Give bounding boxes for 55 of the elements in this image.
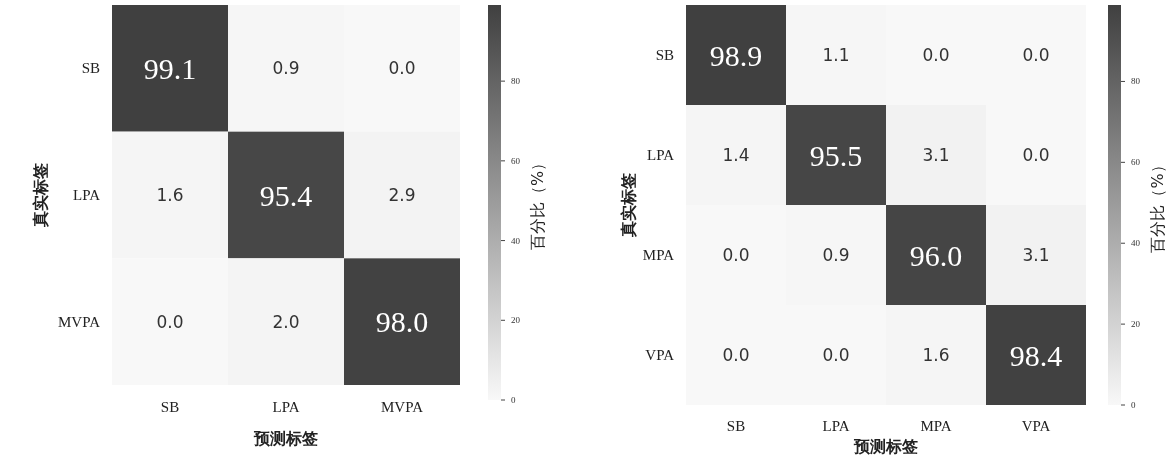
data-label: 0.0 — [1022, 45, 1050, 65]
data-label: 1.6 — [156, 185, 184, 205]
y-tick-label: SB — [81, 60, 100, 77]
data-label: 98.0 — [375, 305, 429, 339]
y-axis-title: 真实标签 — [30, 163, 50, 228]
data-label: 0.0 — [156, 311, 184, 332]
y-tick-label: LPA — [73, 187, 101, 203]
color-bar-title: 百分比（%） — [527, 154, 547, 251]
x-tick-label: LPA — [822, 418, 850, 434]
color-bar-label: 20 — [511, 315, 521, 326]
x-axis-title: 预测标签 — [853, 437, 918, 456]
data-label: 99.1 — [143, 51, 197, 85]
data-label: 2.0 — [272, 311, 300, 332]
data-label: 0.0 — [822, 345, 850, 365]
color-bar-label: 60 — [1131, 157, 1141, 168]
y-tick-label: LPA — [647, 147, 675, 163]
x-tick-label: MPA — [920, 418, 952, 434]
y-tick-label: MPA — [642, 247, 675, 263]
data-label: 1.6 — [922, 345, 950, 365]
data-label: 98.4 — [1009, 338, 1063, 372]
x-tick-label: SB — [160, 399, 180, 415]
data-label: 2.9 — [388, 185, 416, 205]
x-tick-label: SB — [726, 418, 746, 434]
y-tick-label: MVPA — [58, 313, 101, 330]
data-label: 98.9 — [709, 38, 763, 72]
color-bar-label: 80 — [1131, 76, 1141, 87]
x-tick-label: LPA — [272, 399, 300, 415]
data-label: 0.0 — [1022, 145, 1050, 165]
color-bar-label: 0 — [511, 395, 516, 405]
x-tick-label: VPA — [1021, 418, 1051, 434]
data-label: 0.9 — [822, 245, 850, 265]
data-label: 0.0 — [388, 58, 416, 79]
data-label: 1.4 — [722, 145, 750, 165]
y-tick-label: VPA — [645, 347, 675, 363]
data-label: 0.0 — [722, 245, 750, 265]
color-bar-label: 40 — [511, 235, 521, 246]
color-bar-label: 0 — [1131, 400, 1136, 410]
data-label: 96.0 — [909, 238, 963, 272]
data-label: 3.1 — [1022, 245, 1050, 265]
x-axis-title: 预测标签 — [253, 429, 318, 448]
data-label: 0.0 — [922, 45, 950, 65]
data-label: 95.5 — [809, 138, 863, 172]
x-tick-label: MVPA — [381, 399, 424, 415]
y-axis-title: 真实标签 — [618, 173, 638, 238]
color-bar-label: 80 — [511, 76, 521, 87]
data-label: 1.1 — [822, 45, 850, 65]
data-label: 95.4 — [259, 178, 313, 212]
data-label: 0.9 — [272, 58, 300, 79]
color-bar-label: 60 — [511, 155, 521, 166]
data-label: 3.1 — [922, 145, 950, 165]
y-tick-label: SB — [655, 47, 674, 63]
data-label: 0.0 — [722, 345, 750, 365]
color-bar-label: 20 — [1131, 319, 1141, 330]
color-bar-label: 40 — [1131, 238, 1141, 249]
color-bar-title: 百分比（%） — [1147, 157, 1167, 253]
